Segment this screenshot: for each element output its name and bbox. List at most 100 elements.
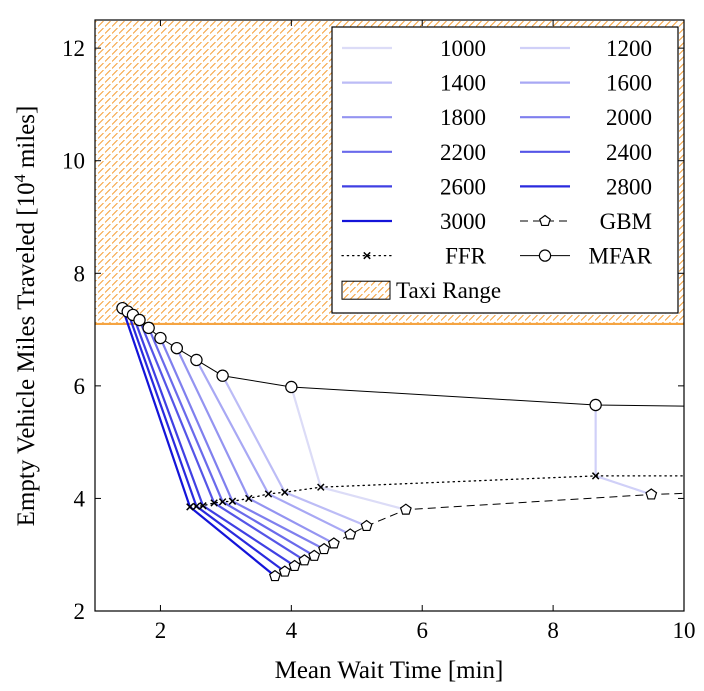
marker-ffr-9 [317, 483, 325, 491]
marker-ffr-8-stroke-b [281, 488, 289, 496]
legend-label-1000: 1000 [440, 36, 486, 61]
legend-label-gbm: GBM [600, 209, 652, 234]
legend-label-ffr: FFR [445, 244, 487, 269]
legend-marker-gbm [539, 214, 551, 227]
legend: 1000 1200 1400 1600 1800 2000 2200 2400 2600 2800… [331, 26, 679, 314]
marker-gbm-2 [288, 559, 301, 572]
series-line-1200 [594, 404, 652, 496]
legend-entry-2000: 2000 [520, 105, 652, 130]
legend-entry-1800: 1800 [342, 105, 486, 130]
legend-label-2600: 2600 [440, 174, 486, 199]
marker-ffr-0 [186, 503, 194, 511]
marker-mfar-4 [142, 321, 155, 335]
legend-box [331, 26, 679, 314]
legend-marker-mfar [538, 249, 552, 262]
marker-ffr-1-stroke-b [192, 502, 201, 511]
y-tick-label-4: 4 [74, 486, 86, 511]
legend-label-2200: 2200 [440, 140, 486, 165]
legend-label-mfar: MFAR [589, 244, 653, 269]
legend-label-1800: 1800 [440, 105, 486, 130]
series-line-gbm [274, 492, 685, 577]
marker-ffr-9-stroke-b [317, 483, 325, 491]
marker-mfar-5 [154, 331, 167, 345]
legend-entry-1200: 1200 [520, 36, 652, 61]
legend-marker-ffr [363, 251, 371, 260]
legend-entry-3000: 3000 [342, 209, 486, 234]
x-tick-label-10: 10 [673, 618, 696, 643]
axis-ticks: 2 4 6 8 10 2 4 6 8 10 12 [62, 20, 696, 643]
marker-ffr-8 [281, 488, 289, 496]
marker-gbm-5 [318, 542, 330, 555]
y-tick-label-2: 2 [74, 599, 86, 624]
marker-ffr-1 [192, 502, 201, 511]
series-markers [116, 301, 658, 582]
marker-gbm-9 [399, 503, 412, 515]
y-axis-label-main: Empty Vehicle Miles Traveled [10 [13, 182, 40, 526]
legend-marker-ffr-stroke-b [363, 251, 371, 260]
marker-ffr-2-stroke-b [199, 502, 207, 510]
y-tick-label-12: 12 [62, 36, 85, 61]
legend-entry-gbm: GBM [520, 209, 652, 234]
marker-ffr-4 [218, 498, 227, 506]
marker-gbm-4 [308, 549, 321, 561]
marker-ffr-0-stroke-b [186, 503, 194, 511]
marker-ffr-6-stroke-b [245, 494, 253, 503]
marker-mfar-3 [133, 313, 146, 327]
legend-swatch-taxi-range [341, 280, 391, 300]
marker-gbm-7 [344, 528, 357, 540]
marker-ffr-3 [210, 499, 218, 507]
legend-label-2400: 2400 [606, 140, 652, 165]
marker-ffr-10 [591, 472, 600, 480]
marker-gbm-6 [327, 537, 340, 549]
marker-mfar-6 [170, 341, 184, 355]
legend-entry-1000: 1000 [342, 36, 486, 61]
series-line-2600 [131, 314, 296, 567]
x-tick-label-4: 4 [286, 618, 298, 643]
legend-entry-2800: 2800 [520, 174, 652, 199]
marker-mfar-10 [589, 398, 602, 412]
x-tick-label-2: 2 [155, 618, 167, 643]
marker-mfar-9 [285, 380, 298, 394]
y-axis-label-unit: miles] [13, 106, 40, 175]
marker-gbm-3 [298, 554, 311, 566]
series-line-1000 [290, 386, 407, 511]
legend-label-2800: 2800 [606, 174, 652, 199]
marker-ffr-7 [264, 490, 273, 498]
y-axis-label-exponent: 4 [12, 174, 29, 182]
marker-ffr-7-stroke-b [264, 490, 273, 498]
marker-mfar-8 [216, 369, 229, 382]
legend-label-1600: 1600 [606, 71, 652, 96]
marker-gbm-1 [278, 565, 291, 577]
marker-ffr-5-stroke-b [228, 497, 237, 505]
marker-ffr-10-stroke-b [591, 472, 600, 480]
marker-ffr-6 [245, 494, 253, 503]
legend-label-2000: 2000 [606, 105, 652, 130]
x-tick-label-6: 6 [416, 618, 428, 643]
legend-entry-2600: 2600 [342, 174, 486, 199]
legend-label-1200: 1200 [606, 36, 652, 61]
marker-gbm-0 [269, 569, 281, 582]
legend-label-1400: 1400 [440, 71, 486, 96]
marker-gbm-8 [360, 519, 373, 532]
legend-entry-2400: 2400 [520, 140, 652, 165]
legend-entry-taxi-range: Taxi Range [341, 278, 501, 303]
marker-ffr-3-stroke-b [210, 499, 218, 507]
legend-entry-2200: 2200 [342, 140, 486, 165]
y-axis-label: Empty Vehicle Miles Traveled [104 miles] [12, 106, 40, 527]
series-lines [121, 307, 685, 577]
legend-entry-1400: 1400 [342, 71, 486, 96]
y-tick-label-6: 6 [74, 374, 86, 399]
legend-label-taxi-range: Taxi Range [396, 278, 501, 303]
legend-entry-ffr: FFR [341, 244, 487, 269]
y-tick-label-10: 10 [62, 149, 85, 174]
marker-ffr-4-stroke-b [218, 498, 227, 506]
x-axis-label: Mean Wait Time [min] [275, 657, 504, 684]
x-tick-label-8: 8 [547, 618, 559, 643]
legend-entry-mfar: MFAR [520, 244, 653, 269]
marker-ffr-5 [228, 497, 237, 505]
legend-entry-1600: 1600 [520, 71, 652, 96]
marker-gbm-10 [645, 488, 658, 500]
plot-frame [94, 19, 685, 612]
marker-ffr-2 [199, 502, 207, 510]
